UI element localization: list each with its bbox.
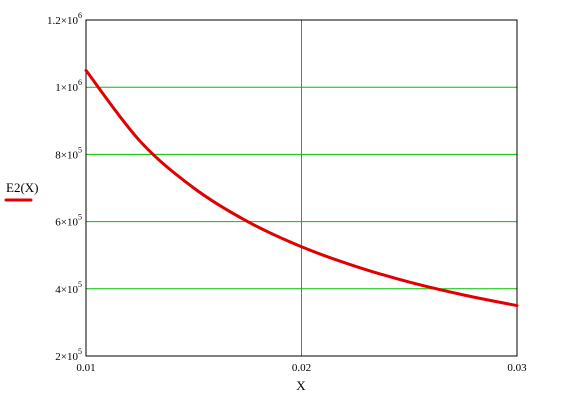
x-tick-label-2: 0.03 [507, 362, 527, 374]
y-tick-label-0: 2×105 [55, 347, 82, 363]
x-tick-label-1: 0.02 [292, 362, 311, 374]
y-axis-ticks: 2×105 4×105 6×105 8×105 1×106 1.2×106 [47, 11, 82, 363]
x-axis-ticks: 0.01 0.02 0.03 [76, 362, 527, 374]
x-tick-label-0: 0.01 [76, 362, 95, 374]
series-line-0 [84, 68, 519, 308]
y-tick-label-3: 8×105 [55, 145, 82, 161]
y-tick-label-4: 1×106 [55, 78, 82, 94]
grid-lines [86, 20, 517, 356]
legend-label: E2(X) [6, 180, 39, 195]
y-tick-label-5: 1.2×106 [47, 11, 82, 27]
series-layer [84, 68, 519, 308]
y-tick-label-1: 4×105 [55, 280, 82, 296]
plot-frame [85, 19, 518, 357]
x-axis-label: X [296, 378, 306, 393]
y-tick-label-2: 6×105 [55, 213, 82, 229]
